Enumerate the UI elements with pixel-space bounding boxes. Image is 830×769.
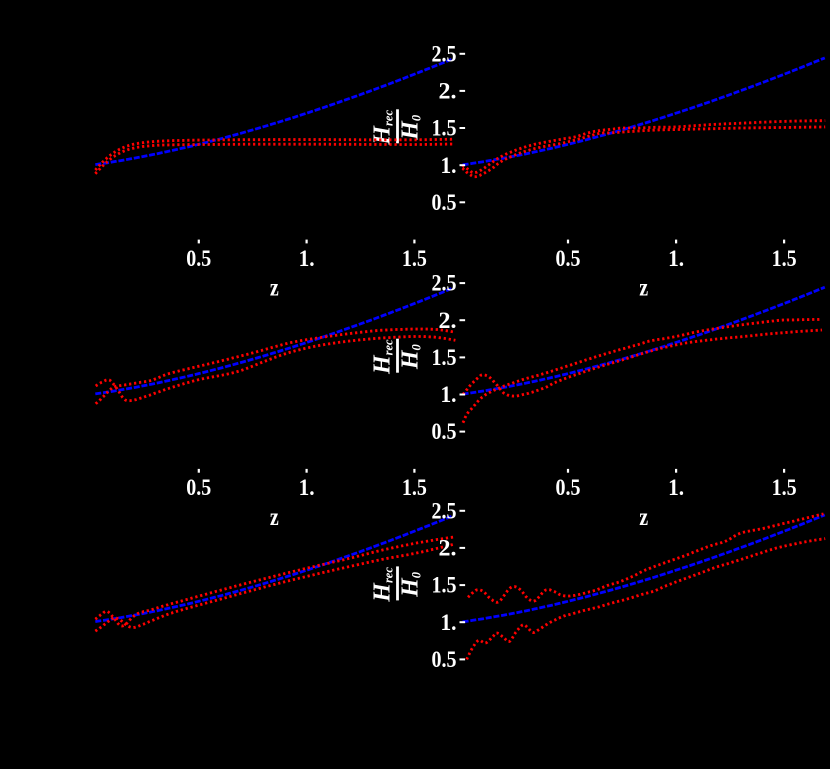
- svg-text:0.5: 0.5: [432, 647, 457, 672]
- svg-text:0.5: 0.5: [432, 190, 457, 215]
- svg-text:1.: 1.: [668, 246, 684, 271]
- svg-text:2.: 2.: [439, 79, 457, 104]
- svg-text:z: z: [639, 503, 648, 531]
- svg-text:1.: 1.: [441, 382, 457, 407]
- svg-text:2.: 2.: [439, 308, 457, 333]
- svg-text:1.5: 1.5: [432, 573, 457, 598]
- svg-text:0.5: 0.5: [556, 246, 581, 271]
- svg-text:0.5: 0.5: [432, 419, 457, 444]
- svg-text:1.5: 1.5: [432, 116, 457, 141]
- svg-text:1.5: 1.5: [432, 345, 457, 370]
- svg-text:2.5: 2.5: [432, 41, 457, 66]
- svg-text:z: z: [270, 273, 279, 301]
- svg-text:z: z: [639, 273, 648, 301]
- svg-text:2.5: 2.5: [432, 271, 457, 296]
- svg-text:2.: 2.: [439, 536, 457, 561]
- svg-text:1.: 1.: [299, 246, 315, 271]
- svg-text:0.5: 0.5: [186, 475, 211, 500]
- svg-text:0.5: 0.5: [556, 475, 581, 500]
- svg-text:0.5: 0.5: [186, 246, 211, 271]
- svg-text:z: z: [270, 503, 279, 531]
- svg-text:2.5: 2.5: [432, 498, 457, 523]
- svg-text:1.: 1.: [441, 153, 457, 178]
- svg-text:1.5: 1.5: [402, 246, 427, 271]
- svg-text:1.: 1.: [668, 475, 684, 500]
- svg-text:1.5: 1.5: [772, 475, 797, 500]
- svg-text:1.5: 1.5: [402, 475, 427, 500]
- svg-text:1.: 1.: [299, 475, 315, 500]
- svg-text:1.: 1.: [441, 610, 457, 635]
- svg-text:1.5: 1.5: [772, 246, 797, 271]
